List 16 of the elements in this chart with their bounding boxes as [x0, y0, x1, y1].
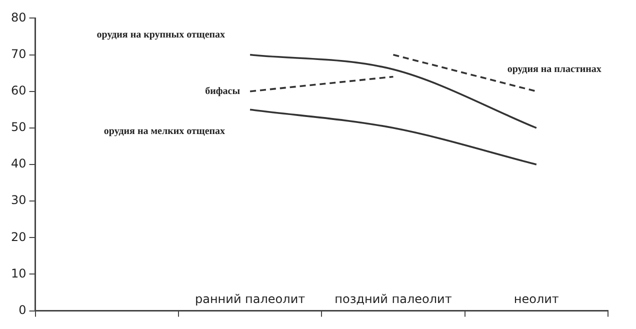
- y-tick-label: 80: [10, 10, 26, 24]
- y-tick-label: 50: [10, 120, 26, 134]
- y-tick-label: 60: [10, 83, 26, 98]
- y-tick-label: 10: [10, 266, 26, 280]
- y-tick-label: 40: [10, 156, 26, 171]
- y-tick-label: 70: [10, 46, 26, 61]
- series-label: бифасы: [205, 86, 240, 97]
- y-tick-label: 0: [18, 302, 26, 317]
- y-tick-label: 30: [10, 193, 26, 208]
- x-tick-label: поздний палеолит: [334, 292, 452, 306]
- x-tick-label: неолит: [514, 292, 559, 306]
- y-tick-label: 20: [10, 230, 26, 244]
- x-tick-label: ранний палеолит: [194, 292, 306, 306]
- text: орудия на мелких отщепах: [104, 126, 226, 138]
- series-label: орудия на пластинах: [507, 64, 602, 75]
- text: орудия на крупных отщепах: [96, 29, 226, 40]
